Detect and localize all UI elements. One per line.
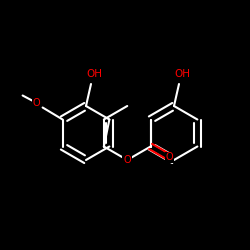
Text: OH: OH bbox=[174, 69, 190, 79]
Text: OH: OH bbox=[86, 69, 102, 79]
Text: O: O bbox=[124, 155, 131, 165]
Text: O: O bbox=[33, 98, 40, 108]
Text: O: O bbox=[166, 152, 173, 162]
